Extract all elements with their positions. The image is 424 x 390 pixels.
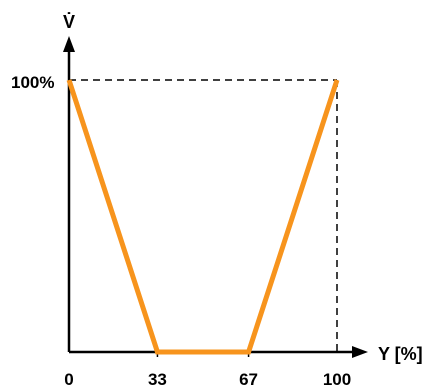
- x-tick-label: 100: [323, 370, 351, 389]
- x-tick-label: 33: [148, 370, 167, 389]
- x-tick-label: 67: [239, 370, 258, 389]
- y-axis-label: V̇: [63, 11, 75, 32]
- x-axis-label: Y [%]: [378, 344, 423, 364]
- x-axis-arrow: [352, 346, 368, 358]
- series-line: [66, 79, 340, 355]
- y-axis-arrow: [63, 36, 75, 52]
- y-tick-label: 100%: [11, 73, 54, 92]
- x-tick-label: 0: [64, 370, 73, 389]
